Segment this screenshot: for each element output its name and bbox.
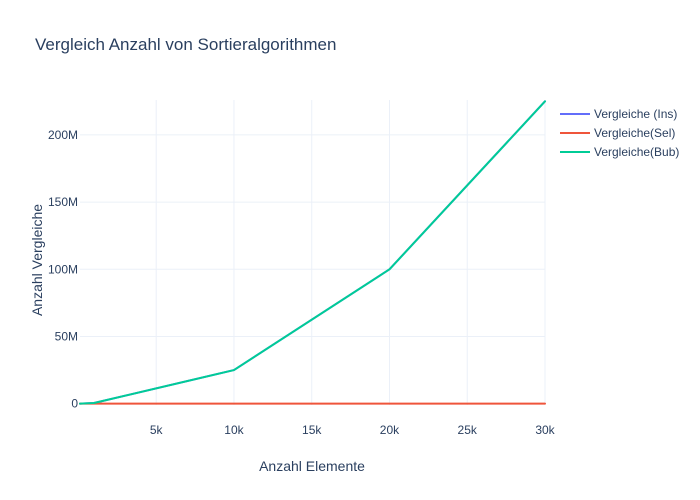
y-tick-label: 0 <box>71 397 78 411</box>
x-tick-label: 15k <box>302 423 322 437</box>
chart-title: Vergleich Anzahl von Sortieralgorithmen <box>35 35 336 54</box>
legend-label: Vergleiche (Ins) <box>594 107 677 121</box>
series-layer <box>79 100 546 405</box>
y-tick-label: 50M <box>55 329 78 343</box>
x-tick-label: 10k <box>224 423 244 437</box>
legend-item-3[interactable]: Vergleiche(Bub) <box>560 145 679 159</box>
y-tick-label: 150M <box>48 195 78 209</box>
series-line-3 <box>79 100 546 405</box>
y-axis-title: Anzahl Vergleiche <box>29 204 45 316</box>
legend-item-1[interactable]: Vergleiche (Ins) <box>560 107 677 121</box>
x-tick-label: 25k <box>458 423 478 437</box>
legend-label: Vergleiche(Sel) <box>594 126 675 140</box>
legend-item-2[interactable]: Vergleiche(Sel) <box>560 126 675 140</box>
x-axis-title: Anzahl Elemente <box>259 458 365 474</box>
x-tick-label: 20k <box>380 423 400 437</box>
legend-label: Vergleiche(Bub) <box>594 145 679 159</box>
x-tick-label: 30k <box>535 423 555 437</box>
x-tick-label: 5k <box>150 423 164 437</box>
legend[interactable]: Vergleiche (Ins) Vergleiche(Sel) Vergleich… <box>560 107 679 159</box>
y-axis-ticks: 0 50M 100M 150M 200M <box>48 128 78 411</box>
y-tick-label: 200M <box>48 128 78 142</box>
x-axis-ticks: 5k 10k 15k 20k 25k 30k <box>150 423 556 437</box>
y-tick-label: 100M <box>48 262 78 276</box>
